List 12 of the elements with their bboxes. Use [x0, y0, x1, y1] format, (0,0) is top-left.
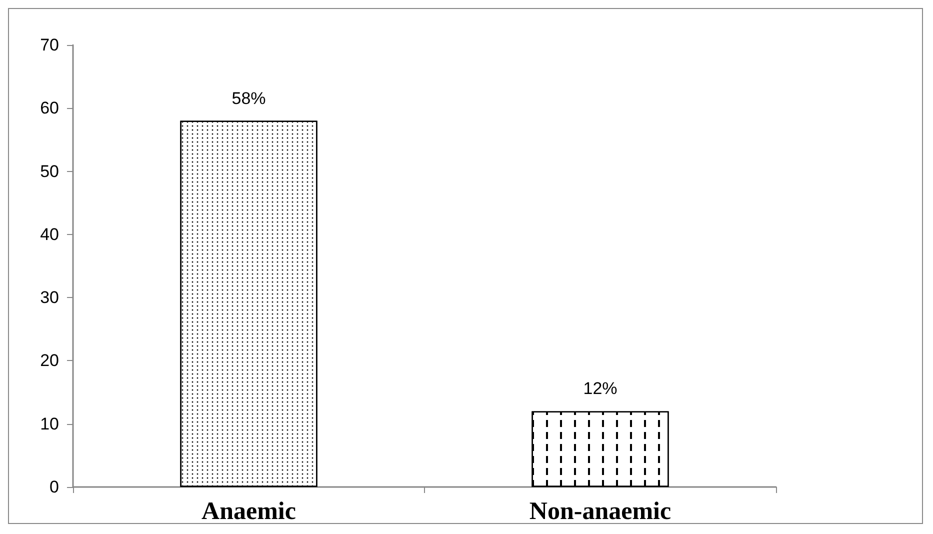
y-tick-label: 0: [50, 478, 59, 496]
x-tick-label: Anaemic: [202, 498, 296, 525]
data-label: 12%: [583, 379, 618, 398]
y-tick-label: 70: [40, 36, 59, 54]
data-label: 58%: [232, 88, 266, 108]
y-tick-label: 60: [40, 98, 59, 118]
y-tick-label: 20: [40, 351, 59, 370]
y-tick-label: 30: [40, 288, 59, 308]
y-tick-label: 40: [40, 224, 59, 244]
x-tick-label: Non-anaemic: [529, 498, 672, 525]
y-tick-label: 50: [40, 162, 59, 181]
y-tick-label: 10: [40, 414, 59, 434]
